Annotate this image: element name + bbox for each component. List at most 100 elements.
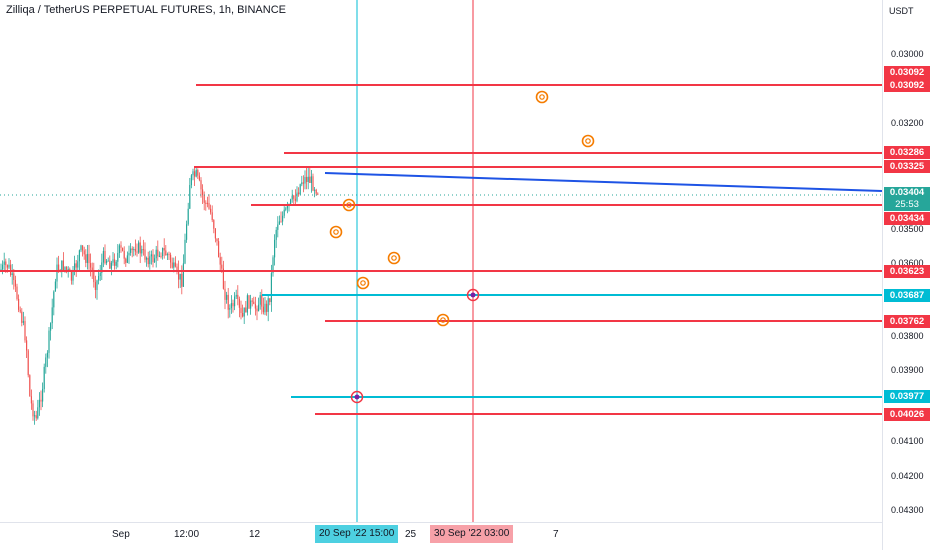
candle-body <box>10 264 12 275</box>
candle-body <box>104 250 106 264</box>
candle-body <box>61 260 63 273</box>
candle-body <box>109 260 111 269</box>
candle-body <box>5 261 7 266</box>
price-axis-unit: USDT <box>889 6 914 16</box>
price-chart-canvas[interactable] <box>0 0 882 522</box>
candle-body <box>192 171 194 176</box>
candle-body <box>248 295 250 309</box>
candle-body <box>165 250 167 256</box>
candle-body <box>229 308 231 310</box>
candle-body <box>147 257 149 265</box>
candle-body <box>115 261 117 266</box>
candle-body <box>181 273 183 287</box>
candle-body <box>24 321 26 341</box>
candle-body <box>42 388 44 402</box>
candle-body <box>278 221 280 225</box>
candle-body <box>96 280 98 290</box>
candle-body <box>163 248 165 251</box>
price-tag[interactable]: 0.03434 <box>884 212 930 225</box>
price-axis[interactable]: USDT 0.03000 0.03200 0.03500 0.03600 0.0… <box>882 0 932 550</box>
candle-body <box>134 249 136 252</box>
candle-body <box>312 176 314 191</box>
candle-body <box>198 175 200 181</box>
candle-body <box>53 291 55 308</box>
candle-body <box>275 229 277 240</box>
target-marker[interactable] <box>329 225 343 239</box>
candle-body <box>202 189 204 196</box>
candle-body <box>171 262 173 268</box>
target-marker[interactable] <box>356 276 370 290</box>
candle-body <box>210 208 212 213</box>
candle-body <box>238 299 240 308</box>
candle-body <box>157 249 159 257</box>
time-tick: 12:00 <box>174 529 200 540</box>
candle-body <box>226 294 228 300</box>
candle-body <box>46 352 48 358</box>
price-tag[interactable]: 0.03623 <box>884 265 930 278</box>
candle-body <box>144 249 146 260</box>
candle-body <box>141 249 143 254</box>
candle-body <box>219 257 221 265</box>
price-tag[interactable]: 0.03762 <box>884 315 930 328</box>
candle-body <box>150 254 152 257</box>
candle-body <box>221 264 223 269</box>
candlestick-series <box>0 166 319 425</box>
candle-body <box>34 415 36 417</box>
candle-body <box>98 276 100 281</box>
candle-body <box>213 220 215 229</box>
candle-body <box>154 258 156 263</box>
price-tag[interactable]: 0.03977 <box>884 390 930 403</box>
trend-line[interactable] <box>324 172 882 192</box>
target-marker[interactable] <box>387 251 401 265</box>
candle-body <box>286 204 288 209</box>
candle-body <box>272 257 274 274</box>
candle-body <box>11 273 13 275</box>
candle-body <box>27 350 29 376</box>
candle-body <box>101 262 103 273</box>
target-marker[interactable] <box>342 198 356 212</box>
candle-body <box>203 195 205 203</box>
time-cursor-tag[interactable]: 20 Sep '22 15:00 <box>315 525 399 543</box>
candle-body <box>50 323 52 331</box>
price-tag[interactable]: 0.03687 <box>884 289 930 302</box>
time-axis[interactable]: Sep 12:00 12 25 7 20 Sep '22 15:00 30 Se… <box>0 522 882 551</box>
candle-body <box>99 272 101 277</box>
candle-body <box>19 309 21 312</box>
target-marker[interactable] <box>436 313 450 327</box>
price-tag[interactable]: 0.04026 <box>884 408 930 421</box>
candle-body <box>30 396 32 404</box>
price-tag[interactable]: 0.03092 <box>884 66 930 79</box>
intersection-marker[interactable] <box>466 288 480 302</box>
candle-body <box>107 260 109 262</box>
candle-body <box>296 192 298 201</box>
candle-body <box>211 212 213 221</box>
price-tick: 0.04300 <box>891 505 924 515</box>
candle-body <box>254 303 256 309</box>
candle-body <box>306 176 308 182</box>
candle-body <box>224 288 226 300</box>
price-tag[interactable]: 0.03325 <box>884 160 930 173</box>
candle-body <box>310 176 312 183</box>
candle-body <box>90 263 92 268</box>
time-cursor-tag[interactable]: 30 Sep '22 03:00 <box>430 525 514 543</box>
candle-body <box>264 303 266 313</box>
target-marker[interactable] <box>535 90 549 104</box>
intersection-marker[interactable] <box>350 390 364 404</box>
candle-body <box>301 182 303 185</box>
candle-body <box>274 239 276 258</box>
candle-body <box>291 195 293 200</box>
candle-body <box>72 270 74 281</box>
price-tag[interactable]: 0.03286 <box>884 146 930 159</box>
price-tag[interactable]: 0.03092 <box>884 79 930 92</box>
target-marker[interactable] <box>581 134 595 148</box>
price-tick: 0.03900 <box>891 365 924 375</box>
candle-body <box>194 171 196 177</box>
chart-pane[interactable]: Zilliqa / TetherUS PERPETUAL FUTURES, 1h… <box>0 0 882 522</box>
candle-body <box>178 270 180 280</box>
candle-body <box>242 313 244 317</box>
candle-body <box>195 169 197 177</box>
candle-body <box>14 279 16 287</box>
candle-body <box>258 304 260 312</box>
candle-body <box>186 224 188 240</box>
current-price-value: 0.03404 <box>889 187 925 198</box>
